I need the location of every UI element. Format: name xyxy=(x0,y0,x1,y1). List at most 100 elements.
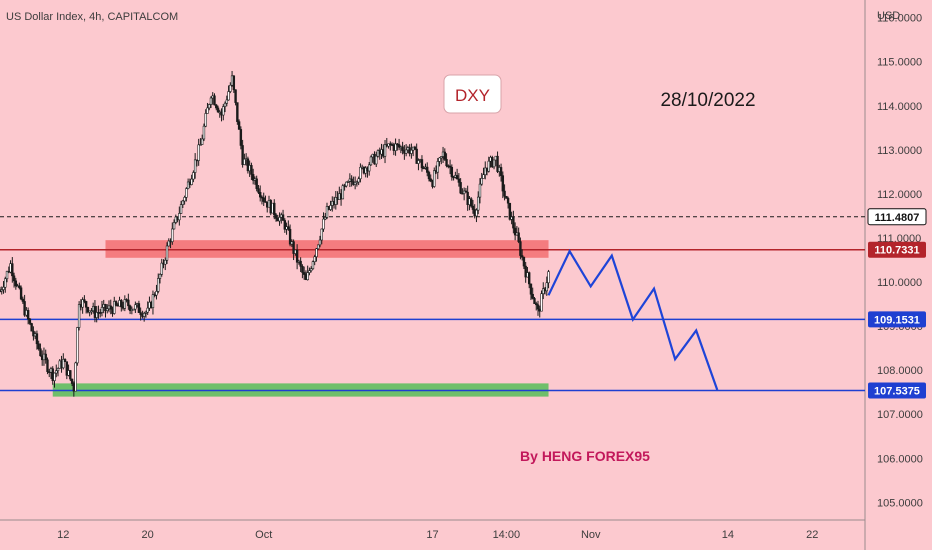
candle-body xyxy=(487,160,490,172)
price-tick-label: 116.0000 xyxy=(877,13,922,25)
candle-body xyxy=(359,166,362,180)
time-tick-label: 20 xyxy=(142,529,154,541)
candle-body xyxy=(160,262,163,275)
candle-body xyxy=(420,159,424,169)
candle-body xyxy=(192,172,195,180)
candle-body xyxy=(503,190,506,197)
candle-body xyxy=(104,304,107,311)
candle-body xyxy=(443,151,447,160)
candle-body xyxy=(533,298,536,304)
candle-body xyxy=(95,312,98,318)
candle-body xyxy=(206,107,209,114)
candle-body xyxy=(531,293,534,299)
time-tick-label: Oct xyxy=(255,529,272,541)
price-tick-label: 108.0000 xyxy=(877,365,923,377)
candle-body xyxy=(501,175,505,192)
candle-body xyxy=(477,196,480,211)
candle-body xyxy=(236,102,239,122)
candle-body xyxy=(505,195,508,199)
candle-body xyxy=(313,256,316,263)
candle-body xyxy=(26,310,30,320)
candle-body xyxy=(190,178,193,185)
candle-body xyxy=(2,286,5,290)
candle-body xyxy=(5,270,9,280)
candle-body xyxy=(459,182,462,194)
candle-body xyxy=(357,178,360,183)
level-tag-bg xyxy=(868,241,926,258)
candle-body xyxy=(86,306,90,313)
candle-body xyxy=(172,222,176,230)
time-tick-label: 17 xyxy=(426,529,438,541)
candle-body xyxy=(287,226,290,230)
candle-body xyxy=(475,209,478,217)
candle-body xyxy=(369,156,373,166)
candle-body xyxy=(113,301,116,314)
candle-body xyxy=(542,288,545,295)
candle-body xyxy=(120,300,123,308)
level-tag-label: 109.1531 xyxy=(874,314,920,326)
candle-body xyxy=(262,197,265,202)
time-axis[interactable]: 12 20 Oct 17 14:00 Nov 14 22 xyxy=(57,529,818,541)
candle-body xyxy=(302,272,306,275)
candle-body xyxy=(499,167,503,176)
candle-body xyxy=(436,161,439,173)
candle-body xyxy=(506,198,510,204)
candle-body xyxy=(225,99,228,104)
candle-body xyxy=(178,213,181,221)
candle-body xyxy=(246,158,250,172)
candle-body xyxy=(281,214,285,221)
candle-body xyxy=(520,255,524,258)
candle-body xyxy=(353,181,357,185)
candle-body xyxy=(158,274,162,279)
candle-body xyxy=(346,181,350,183)
candle-body xyxy=(18,285,21,289)
candles-layer xyxy=(0,70,550,397)
level-tag-bg xyxy=(868,311,926,328)
candle-body xyxy=(438,157,441,162)
candle-body xyxy=(69,370,72,380)
candle-body xyxy=(81,299,84,308)
date-annotation: 28/10/2022 xyxy=(660,90,755,111)
candle-body xyxy=(44,353,47,361)
price-tick-label: 105.0000 xyxy=(877,497,923,509)
candle-body xyxy=(292,241,295,254)
candle-body xyxy=(350,178,353,183)
candle-body xyxy=(227,91,230,101)
candle-body xyxy=(12,275,16,282)
currency-label: USD xyxy=(877,10,900,22)
candle-body xyxy=(19,287,23,300)
candle-body xyxy=(132,308,135,311)
candle-body xyxy=(146,307,149,313)
candle-body xyxy=(325,206,329,218)
candle-body xyxy=(324,217,327,220)
level-tag-bg xyxy=(867,208,927,226)
candle-body xyxy=(413,146,417,150)
candle-body xyxy=(404,149,408,154)
candle-body xyxy=(243,158,246,165)
candle-body xyxy=(215,104,218,109)
candle-body xyxy=(394,143,397,151)
candle-body xyxy=(383,144,387,157)
candle-body xyxy=(23,301,26,316)
candle-body xyxy=(165,245,169,261)
candle-body xyxy=(155,291,158,296)
ticker-box-label: DXY xyxy=(455,86,490,105)
candle-body xyxy=(93,306,97,318)
candle-body xyxy=(368,164,371,172)
candle-body xyxy=(76,327,79,364)
candle-body xyxy=(536,304,540,310)
candle-body xyxy=(134,304,137,310)
symbol-line: US Dollar Index, 4h, CAPITALCOM xyxy=(6,11,178,23)
candle-body xyxy=(527,272,531,285)
candle-body xyxy=(299,260,302,267)
candle-body xyxy=(512,216,515,229)
candle-body xyxy=(522,256,526,267)
candle-body xyxy=(100,307,104,313)
candle-body xyxy=(30,323,33,332)
candle-body xyxy=(417,160,420,164)
candle-body xyxy=(4,278,7,288)
candle-body xyxy=(426,166,429,173)
projection-path xyxy=(547,248,719,391)
price-tick-label: 107.0000 xyxy=(877,409,923,421)
